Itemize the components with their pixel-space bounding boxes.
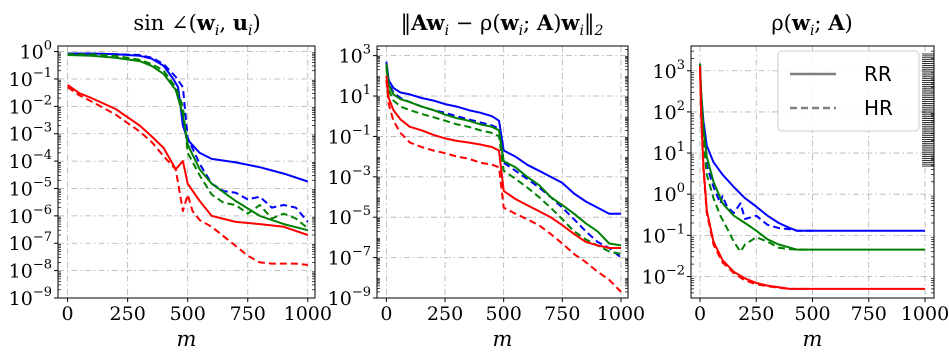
y-tick-label: 10−2 xyxy=(642,263,685,288)
x-tick-label: 250 xyxy=(427,303,463,325)
chart-title: ‖Awi − ρ(wi; A)wi‖2 xyxy=(401,10,604,39)
x-tick-label: 250 xyxy=(110,303,146,325)
y-tick-label: 10−5 xyxy=(9,175,52,200)
plot-frame xyxy=(57,45,316,299)
series-line-2 xyxy=(67,52,309,223)
series-line-1 xyxy=(385,61,621,215)
x-tick-label: 0 xyxy=(694,303,706,325)
x-tick-label: 250 xyxy=(738,303,774,325)
series-line-6 xyxy=(67,86,308,266)
y-tick-label: 10−3 xyxy=(9,121,52,146)
x-tick-label: 750 xyxy=(851,303,887,325)
chart-panel-3: 0 250 500 750 1000 103 102 101 100 10−1 10−2 m ρ(wi;… xyxy=(642,10,949,351)
x-tick-label: 500 xyxy=(794,303,830,325)
y-tick-label: 103 xyxy=(653,58,685,83)
series-line-1 xyxy=(699,63,925,232)
series-line-4 xyxy=(67,53,309,230)
y-tick-label: 10−1 xyxy=(328,123,371,148)
y-tick-label: 10−9 xyxy=(328,285,371,310)
series-line-5 xyxy=(67,84,309,236)
y-tick-label: 102 xyxy=(653,99,685,124)
series-line-4 xyxy=(699,63,813,253)
series-line-3 xyxy=(385,63,622,247)
series-line-6 xyxy=(385,80,622,293)
y-tick-label: 10−1 xyxy=(642,222,685,247)
y-tick-label: 10−7 xyxy=(9,230,52,255)
x-tick-label: 750 xyxy=(544,303,580,325)
y-tick-label: 101 xyxy=(653,140,685,165)
x-tick-label: 0 xyxy=(62,303,74,325)
x-tick-label: 750 xyxy=(230,303,266,325)
y-tick-label: 10−3 xyxy=(328,164,371,189)
x-axis-label: m xyxy=(803,327,823,351)
chart-title: sin ∠(wi, ui) xyxy=(133,10,260,39)
y-tick-label: 10−8 xyxy=(9,258,52,283)
y-tick-label: 10−9 xyxy=(9,285,52,310)
x-tick-label: 1000 xyxy=(901,303,949,325)
x-tick-label: 0 xyxy=(380,303,392,325)
x-tick-label: 1000 xyxy=(597,303,645,325)
x-tick-label: 500 xyxy=(486,303,522,325)
y-tick-label: 10−1 xyxy=(9,66,52,91)
x-axis-label: m xyxy=(177,327,197,351)
legend-label-rr: RR xyxy=(864,62,892,86)
y-tick-label: 100 xyxy=(20,39,52,64)
y-tick-label: 10−2 xyxy=(9,93,52,118)
y-tick-label: 101 xyxy=(339,83,371,108)
legend-box xyxy=(777,50,920,132)
chart-panel-2: 0 250 500 750 1000 103 101 10−1 10−3 10−5 10−7 10−9… xyxy=(328,10,646,351)
y-tick-label: 103 xyxy=(339,43,371,68)
x-tick-label: 1000 xyxy=(284,303,332,325)
series-line-5 xyxy=(385,75,621,249)
series-line-6 xyxy=(699,66,813,290)
y-tick-label: 10−5 xyxy=(328,204,371,229)
chart-title: ρ(wi; A) xyxy=(771,10,852,39)
series-line-4 xyxy=(385,67,622,255)
x-tick-label: 500 xyxy=(170,303,206,325)
y-tick-label: 100 xyxy=(653,181,685,206)
y-tick-label: 10−7 xyxy=(328,245,371,270)
legend: RR HR xyxy=(777,50,920,132)
plot-frame xyxy=(376,45,629,299)
y-tick-label: 10−4 xyxy=(9,148,52,173)
x-axis-label: m xyxy=(493,327,513,351)
series-line-3 xyxy=(699,63,925,251)
legend-label-hr: HR xyxy=(864,96,893,120)
y-tick-label: 10−6 xyxy=(9,203,52,228)
